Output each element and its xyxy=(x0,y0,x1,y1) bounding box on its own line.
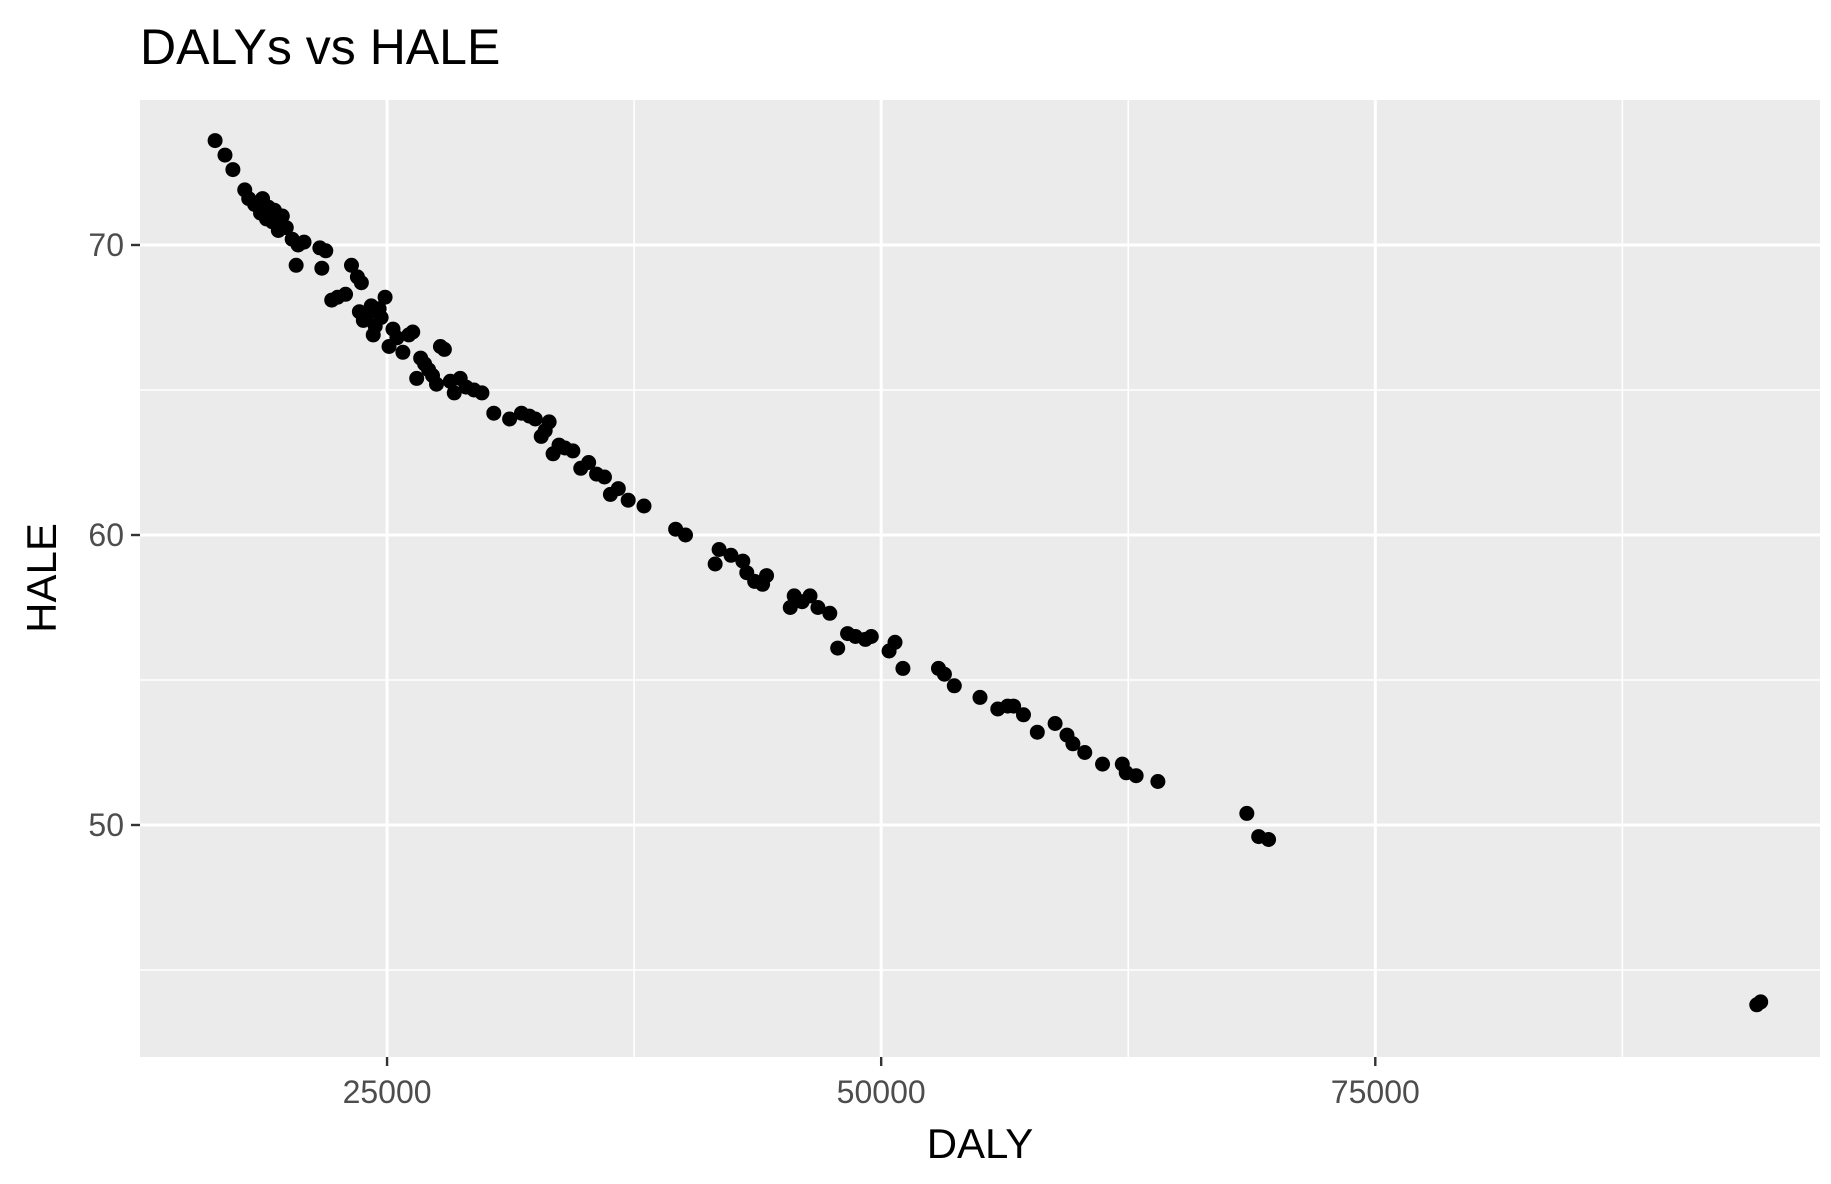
data-point xyxy=(409,370,425,386)
data-point xyxy=(486,405,502,421)
data-point xyxy=(318,243,334,259)
data-point xyxy=(502,411,518,427)
data-point xyxy=(1753,994,1769,1010)
y-axis: 50 60 70 xyxy=(88,227,140,843)
chart-title: DALYs vs HALE xyxy=(140,19,500,75)
x-axis: 25000 50000 75000 xyxy=(343,1057,1420,1110)
data-point xyxy=(1095,756,1111,772)
y-tick-label: 70 xyxy=(88,227,124,263)
y-tick-label: 60 xyxy=(88,517,124,553)
x-axis-title: DALY xyxy=(927,1120,1034,1167)
data-point xyxy=(936,666,952,682)
data-point xyxy=(620,492,636,508)
plot-panel xyxy=(140,100,1820,1057)
data-point xyxy=(707,556,723,572)
data-point xyxy=(217,147,233,163)
data-point xyxy=(581,455,597,470)
data-point xyxy=(678,527,694,543)
data-point xyxy=(1065,736,1081,752)
data-points xyxy=(207,133,1769,1013)
data-point xyxy=(863,629,879,644)
data-point xyxy=(288,257,304,273)
data-point xyxy=(822,605,838,621)
major-gridlines xyxy=(140,100,1820,1057)
data-point xyxy=(946,678,962,694)
data-point xyxy=(1006,698,1022,714)
data-point xyxy=(810,600,826,615)
minor-gridlines xyxy=(140,100,1820,1057)
data-point xyxy=(365,327,381,343)
data-point xyxy=(278,220,294,236)
data-point xyxy=(1261,832,1277,847)
data-point xyxy=(377,289,393,305)
data-point xyxy=(373,310,389,325)
data-point xyxy=(541,414,557,430)
x-tick-label: 25000 xyxy=(343,1074,432,1110)
data-point xyxy=(1150,774,1166,789)
x-tick-label: 75000 xyxy=(1331,1074,1420,1110)
data-point xyxy=(207,133,223,149)
data-point xyxy=(782,600,798,615)
data-point xyxy=(802,588,818,604)
y-axis-title: HALE xyxy=(18,523,65,633)
data-point xyxy=(474,385,490,401)
data-point xyxy=(389,330,405,346)
data-point xyxy=(296,234,312,250)
data-point xyxy=(343,257,359,273)
x-tick-label: 50000 xyxy=(837,1074,926,1110)
data-point xyxy=(395,344,411,360)
data-point xyxy=(610,481,626,497)
data-point xyxy=(527,411,543,427)
data-point xyxy=(596,469,612,485)
data-point xyxy=(1128,768,1144,784)
data-point xyxy=(1077,745,1093,760)
data-point xyxy=(636,498,652,514)
data-point xyxy=(723,547,739,563)
data-point xyxy=(1047,716,1063,731)
data-point xyxy=(711,542,727,557)
data-point xyxy=(1015,707,1031,723)
data-point xyxy=(405,324,421,340)
data-point xyxy=(225,162,241,178)
data-point xyxy=(830,640,846,656)
data-point xyxy=(274,208,290,224)
data-point xyxy=(887,634,903,650)
data-point xyxy=(565,443,581,459)
data-point xyxy=(759,568,775,584)
data-point xyxy=(735,553,751,569)
data-point xyxy=(1029,724,1045,740)
data-point xyxy=(338,286,354,302)
data-point xyxy=(428,376,444,392)
data-point xyxy=(972,689,988,705)
y-tick-label: 50 xyxy=(88,807,124,843)
data-point xyxy=(314,260,330,276)
data-point xyxy=(446,385,462,401)
data-point xyxy=(895,660,911,676)
data-point xyxy=(436,341,452,357)
data-point xyxy=(1239,805,1255,821)
data-point xyxy=(353,275,369,291)
